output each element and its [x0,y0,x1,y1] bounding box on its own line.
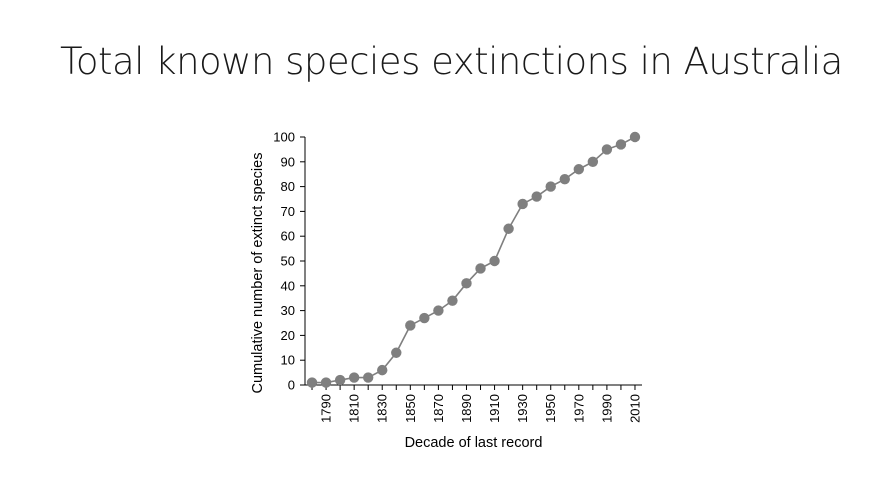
data-point [447,295,458,306]
data-point [433,305,444,316]
x-tick-label: 1930 [515,394,530,423]
x-tick-label: 2010 [627,394,642,423]
y-tick-label: 10 [281,353,295,368]
data-point [545,181,556,192]
data-point [601,144,613,155]
data-point [587,156,599,167]
series-line [312,136,636,384]
data-point [377,364,388,376]
x-tick-label: 1790 [319,394,334,423]
x-axis-label: Decade of last record [405,435,543,451]
y-tick-label: 100 [273,130,295,145]
data-point [503,223,514,234]
x-tick-label: 1830 [375,394,390,423]
y-tick-label: 90 [281,154,295,169]
y-tick-label: 30 [281,303,295,318]
y-axis-label: Cumulative number of extinct species [250,153,266,394]
data-point [475,263,486,274]
data-point [531,191,542,202]
data-point [419,312,430,324]
y-tick-label: 80 [281,179,295,194]
y-tick-label: 40 [281,278,295,293]
y-tick-label: 0 [288,378,295,393]
y-tick-label: 20 [281,328,295,343]
data-point [306,377,318,388]
x-tick-label: 1850 [403,394,418,423]
data-point [461,278,472,289]
x-tick-label: 1990 [599,394,614,423]
data-point [334,374,346,386]
x-tick-label: 1910 [487,394,502,423]
data-point [489,255,500,267]
x-tick-label: 1870 [431,394,446,423]
data-point [615,139,627,150]
data-point [559,173,570,185]
data-point [629,131,641,143]
x-tick-label: 1970 [571,394,586,423]
data-point [391,347,402,358]
x-tick-label: 1950 [543,394,558,423]
data-point [320,377,332,388]
data-point [405,320,416,331]
x-tick-label: 1810 [347,394,362,423]
y-axis: 0 10 20 30 40 50 60 70 80 90 100 [273,130,306,393]
x-axis: 1790 1810 1830 1850 1870 1890 1910 1930 1950 1970… [305,384,642,423]
x-tick-label: 1890 [459,394,474,423]
y-tick-label: 50 [281,254,295,269]
data-point [348,372,360,383]
slide-title: Total known species extinctions in Austr… [60,40,843,83]
y-tick-label: 70 [281,204,295,219]
series-extinctions [306,131,641,388]
y-tick-label: 60 [281,229,295,244]
data-point [362,372,374,383]
data-point [517,198,528,210]
data-point [573,164,585,175]
